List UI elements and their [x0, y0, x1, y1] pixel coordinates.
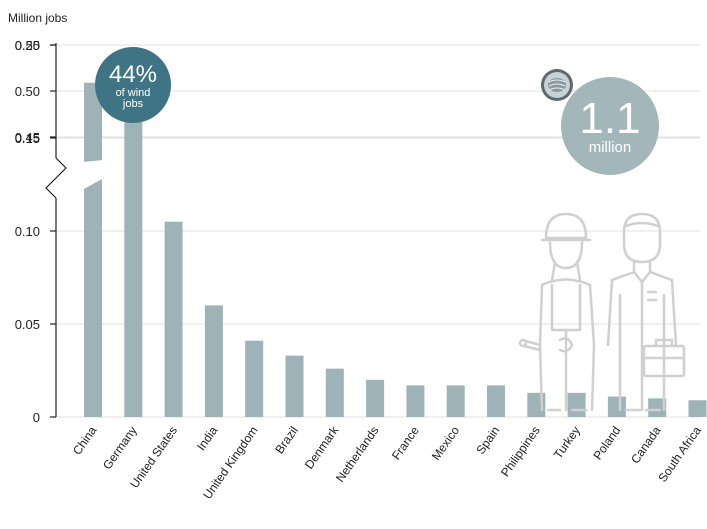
category-label: Spain — [473, 424, 502, 457]
wind-turbine-icon — [541, 69, 573, 101]
category-label: China — [70, 423, 100, 457]
y-tick-labels: 0 0.05 0.10 0.15 0.20 0.45 0.50 0.55 — [15, 38, 56, 425]
bar-turkey — [567, 392, 586, 417]
china-bar-break — [82, 160, 104, 190]
badge-line1: of wind — [116, 87, 151, 99]
bar-united-states — [164, 221, 183, 417]
category-label: Turkey — [551, 424, 583, 462]
y-tick-label: 0.15 — [15, 131, 40, 146]
badge-percent: 44% — [109, 61, 157, 88]
total-value: 1.1 — [579, 94, 640, 143]
bar-south-africa — [688, 400, 707, 417]
category-label: France — [389, 423, 422, 462]
category-label: Mexico — [429, 423, 462, 462]
category-label: Philippines — [498, 424, 543, 480]
y-tick-label: 0.50 — [15, 84, 40, 99]
bar-mexico — [446, 385, 465, 417]
bar-germany — [124, 119, 143, 418]
badge-line2: jobs — [122, 98, 144, 110]
bar-china — [84, 82, 102, 417]
category-label: Brazil — [272, 424, 301, 457]
category-label: India — [194, 423, 221, 453]
total-unit: million — [589, 139, 632, 156]
y-tick-label: 0.55 — [15, 38, 40, 53]
y-tick-label: 0.10 — [15, 224, 40, 239]
y-tick-label: 0 — [33, 410, 40, 425]
y-axis — [45, 43, 67, 417]
category-label: Denmark — [302, 423, 342, 472]
y-tick-label: 0.05 — [15, 317, 40, 332]
bar-denmark — [325, 368, 344, 417]
y-axis-label: Million jobs — [8, 11, 67, 25]
bar-netherlands — [366, 379, 385, 417]
bar-united-kingdom — [245, 340, 264, 417]
bar-spain — [487, 385, 505, 417]
category-label: Canada — [628, 423, 664, 466]
share-badge: 44% of wind jobs — [95, 47, 171, 123]
category-label: Germany — [100, 424, 140, 472]
total-bubble: 1.1 million — [561, 77, 659, 175]
bar-poland — [607, 396, 626, 417]
female-worker-icon — [518, 212, 596, 412]
bar-brazil — [285, 355, 304, 417]
bar-france — [406, 385, 425, 417]
male-worker-icon — [606, 212, 686, 412]
bar-india — [204, 305, 223, 417]
y-tick-label: 0.20 — [15, 38, 40, 53]
bar-canada — [648, 398, 667, 417]
category-label: Poland — [590, 424, 623, 463]
axis-break-mark — [45, 157, 67, 199]
y-tick-label: 0.45 — [15, 130, 40, 145]
